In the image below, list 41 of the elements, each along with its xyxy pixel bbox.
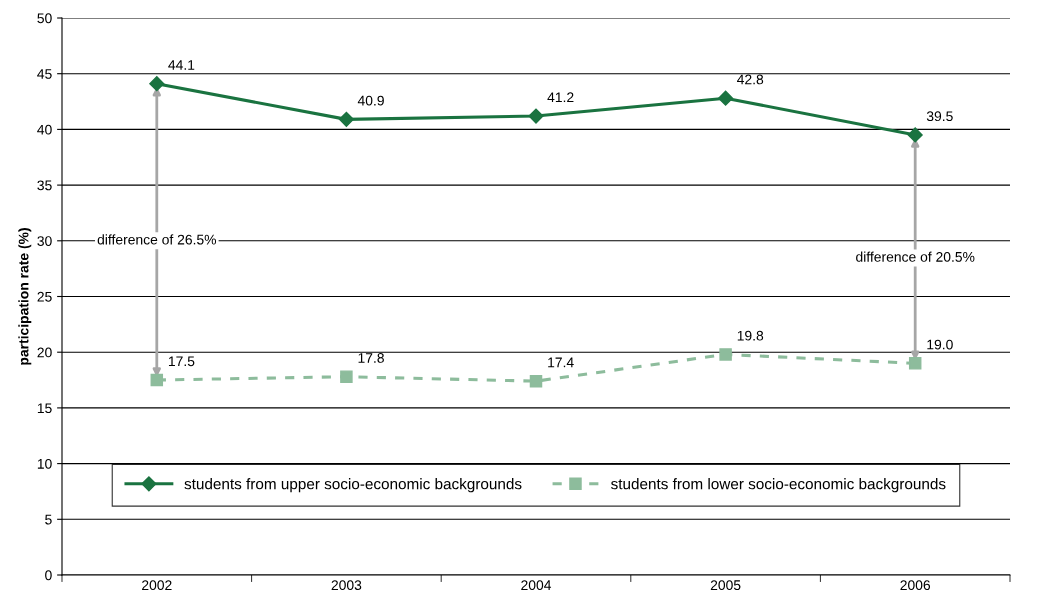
data-label: 40.9	[357, 95, 384, 106]
legend-label: students from lower socio-economic backgrounds	[611, 478, 946, 493]
data-label: 39.5	[926, 111, 953, 122]
x-tick-label: 2003	[331, 580, 362, 591]
point	[150, 373, 164, 387]
y-tick-label: 45	[37, 69, 52, 79]
y-tick-label: 5	[45, 514, 52, 525]
y-tick-label: 30	[37, 236, 52, 246]
point	[338, 111, 354, 127]
x-tick-label: 2006	[900, 580, 931, 591]
y-tick-label: 40	[37, 124, 52, 135]
y-axis-title: participation rate (%)	[18, 228, 32, 365]
y-tick-label: 10	[37, 458, 52, 469]
data-label: 19.0	[927, 339, 953, 350]
point	[908, 357, 922, 370]
point	[719, 348, 732, 361]
legend-label: students from upper socio-economic backgrounds	[184, 478, 522, 493]
point	[718, 90, 734, 106]
y-tick-label: 25	[37, 291, 52, 302]
y-tick-label: 50	[37, 13, 52, 24]
point	[149, 76, 165, 92]
data-label: 17.8	[358, 353, 384, 363]
point	[340, 370, 353, 383]
point	[907, 127, 923, 143]
data-label: 41.2	[547, 92, 574, 103]
data-label: 19.8	[737, 330, 764, 341]
x-tick-label: 2002	[142, 580, 172, 591]
y-tick-label: 15	[37, 403, 52, 414]
annotation: difference of 20.5%	[856, 251, 975, 262]
y-tick-label: 35	[37, 180, 52, 191]
point	[529, 374, 543, 388]
data-label: 44.1	[168, 60, 195, 70]
point	[528, 108, 544, 124]
annotation: difference of 26.5%	[97, 234, 217, 245]
data-label: 17.5	[168, 356, 195, 367]
x-tick-label: 2004	[521, 580, 552, 591]
y-tick-label: 0	[45, 570, 52, 581]
y-tick-label: 20	[37, 347, 52, 358]
data-label: 17.4	[548, 357, 574, 368]
data-label: 42.8	[737, 74, 764, 85]
x-tick-label: 2005	[710, 580, 741, 591]
